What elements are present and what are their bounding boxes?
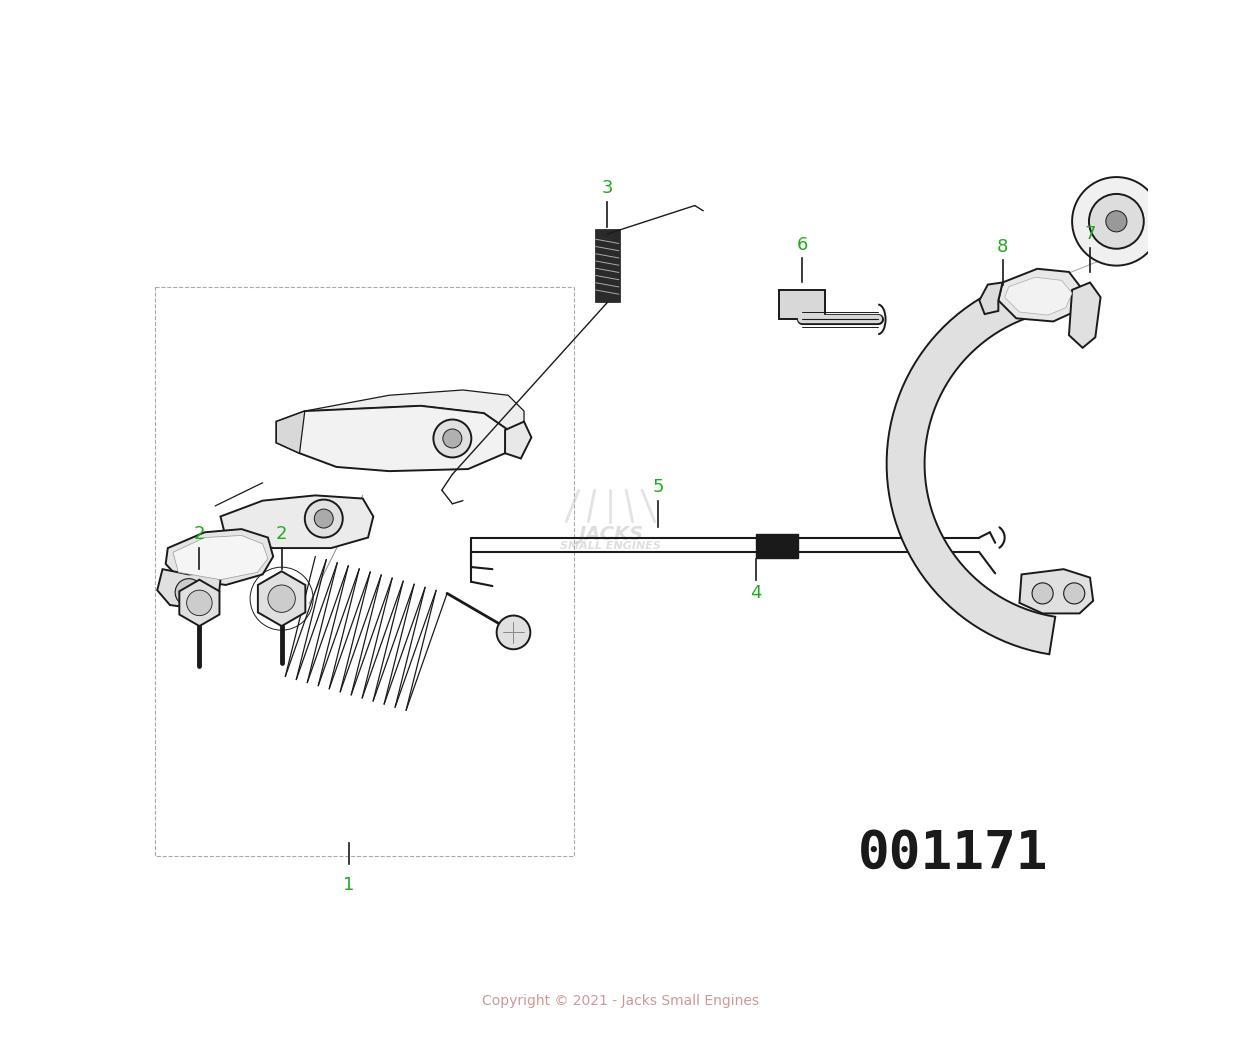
Polygon shape <box>1005 277 1072 315</box>
Text: 1: 1 <box>343 876 355 895</box>
Circle shape <box>314 509 333 528</box>
Polygon shape <box>258 571 306 626</box>
Text: JACKS: JACKS <box>578 525 643 544</box>
Circle shape <box>1105 211 1126 232</box>
Text: 8: 8 <box>997 237 1009 256</box>
Polygon shape <box>158 569 221 609</box>
Polygon shape <box>505 422 532 458</box>
Text: 001171: 001171 <box>858 827 1048 880</box>
Text: 2: 2 <box>194 525 205 544</box>
Bar <box>756 534 799 558</box>
Polygon shape <box>276 411 304 453</box>
Polygon shape <box>887 273 1056 655</box>
Polygon shape <box>304 390 524 430</box>
Polygon shape <box>1069 282 1100 348</box>
Polygon shape <box>173 535 268 580</box>
Circle shape <box>175 579 202 606</box>
Circle shape <box>433 419 471 457</box>
Text: 2: 2 <box>276 525 287 544</box>
Polygon shape <box>595 229 620 302</box>
Circle shape <box>1063 583 1084 604</box>
Bar <box>779 290 826 319</box>
Circle shape <box>304 500 343 538</box>
Circle shape <box>1072 177 1160 266</box>
Circle shape <box>186 590 212 616</box>
Circle shape <box>268 585 296 612</box>
Text: 6: 6 <box>796 235 809 254</box>
Bar <box>155 287 574 856</box>
Polygon shape <box>276 406 508 471</box>
Text: Copyright © 2021 - Jacks Small Engines: Copyright © 2021 - Jacks Small Engines <box>482 994 760 1009</box>
Circle shape <box>1089 194 1144 249</box>
Polygon shape <box>179 580 220 626</box>
Text: SMALL ENGINES: SMALL ENGINES <box>560 541 661 550</box>
Polygon shape <box>1020 569 1093 613</box>
Polygon shape <box>221 495 374 548</box>
Circle shape <box>1032 583 1053 604</box>
Text: 7: 7 <box>1084 225 1095 243</box>
Text: 3: 3 <box>601 178 614 197</box>
Polygon shape <box>980 282 1002 314</box>
Polygon shape <box>165 529 273 585</box>
Circle shape <box>497 616 530 649</box>
Polygon shape <box>999 269 1083 321</box>
Text: 4: 4 <box>750 584 761 603</box>
Text: 5: 5 <box>652 477 663 496</box>
Circle shape <box>443 429 462 448</box>
